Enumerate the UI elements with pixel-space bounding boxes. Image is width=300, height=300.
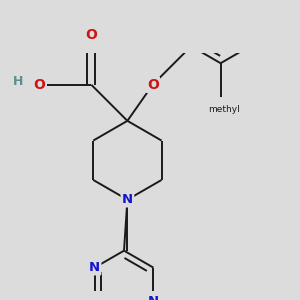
Text: N: N xyxy=(148,295,159,300)
Text: H: H xyxy=(13,75,23,88)
Text: O: O xyxy=(85,28,97,42)
Text: methyl: methyl xyxy=(208,105,240,114)
Text: N: N xyxy=(122,193,133,206)
Text: N: N xyxy=(89,261,100,274)
Text: O: O xyxy=(33,78,45,92)
Text: O: O xyxy=(147,78,159,92)
